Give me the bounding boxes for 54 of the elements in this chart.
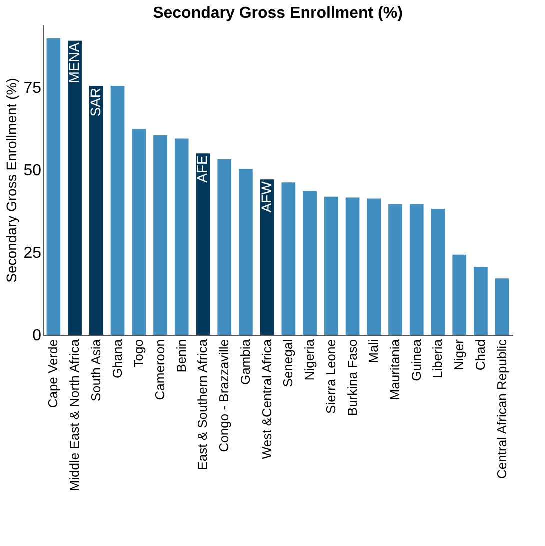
bar <box>474 267 488 335</box>
bar <box>495 278 510 335</box>
y-axis-title: Secondary Gross Enrollment (%) <box>4 78 20 283</box>
x-tick-label: Middle East & North Africa <box>67 338 82 492</box>
bar <box>89 86 104 335</box>
y-tick-label: 75 <box>24 80 42 98</box>
bar <box>132 129 146 335</box>
bar <box>218 160 232 335</box>
x-tick-label: West &Central Africa <box>259 338 274 460</box>
x-tick-label: South Asia <box>88 338 104 402</box>
x-tick-label: Mauritania <box>388 338 402 400</box>
x-tick-label: Sierra Leone <box>323 340 338 414</box>
bar <box>431 209 446 335</box>
bar <box>239 169 253 335</box>
bar <box>110 86 125 335</box>
y-tick-label: 50 <box>24 162 42 180</box>
x-tick-label: Ghana <box>110 338 125 379</box>
annotation: AFW <box>258 180 274 213</box>
bar <box>282 182 296 335</box>
chart-title: Secondary Gross Enrollment (%) <box>153 5 403 22</box>
x-tick-label: Niger <box>452 338 467 371</box>
annotation: SAR <box>87 88 104 117</box>
annotation: MENA <box>66 42 82 84</box>
bar <box>174 138 189 335</box>
bar <box>346 198 360 335</box>
annotation: AFE <box>194 156 210 183</box>
x-tick-label: Guinea <box>408 338 424 382</box>
x-tick-label: Benin <box>174 340 189 373</box>
x-tick-label: Senegal <box>280 339 296 388</box>
x-tick-label: Central African Republic <box>494 339 510 479</box>
bar <box>388 204 402 335</box>
x-tick-label: Liberia <box>430 338 446 379</box>
x-tick-label: Chad <box>472 340 488 371</box>
bar <box>154 135 168 335</box>
x-tick-label: Nigeria <box>302 338 318 381</box>
bar <box>410 204 424 335</box>
bar <box>260 180 274 335</box>
x-tick-label: East & Southern Africa <box>195 338 210 470</box>
x-tick-label: Congo - Brazzaville <box>216 340 232 452</box>
x-tick-label: Cape Verde <box>46 340 61 408</box>
bar <box>452 254 467 335</box>
y-tick-label: 25 <box>24 245 42 262</box>
x-tick-label: Burkina Faso <box>344 340 360 416</box>
x-tick-label: Gambia <box>238 338 253 386</box>
x-tick-label: Mali <box>366 339 382 364</box>
bar <box>303 191 317 335</box>
bar <box>324 196 338 335</box>
x-tick-label: Togo <box>131 340 146 368</box>
bar <box>68 40 82 335</box>
y-tick-label: 0 <box>32 328 42 344</box>
x-tick-label: Cameroon <box>152 340 168 400</box>
bar <box>196 154 210 335</box>
bar <box>46 38 61 335</box>
bar <box>367 198 382 335</box>
